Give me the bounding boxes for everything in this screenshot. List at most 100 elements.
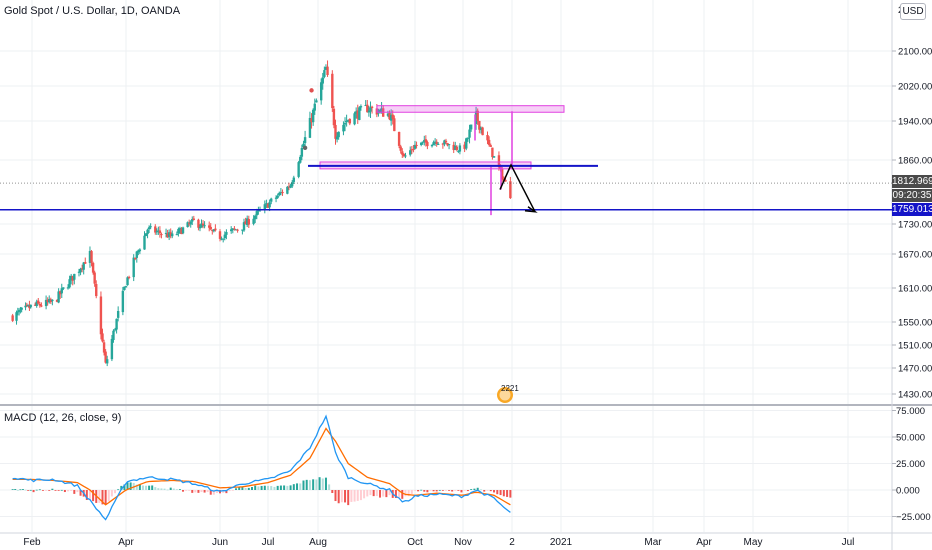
macd-line — [12, 414, 511, 521]
candle-body — [220, 238, 223, 240]
candle-body — [147, 227, 151, 230]
candle-body — [419, 142, 423, 145]
candle-body — [132, 257, 135, 278]
candle — [319, 78, 323, 105]
candle-body — [323, 70, 326, 77]
macd-histogram-bar — [38, 489, 41, 491]
macd-pane — [11, 414, 512, 521]
candle — [435, 139, 438, 147]
candle — [126, 276, 129, 286]
candle — [311, 108, 315, 126]
time-axis-label: Nov — [454, 537, 472, 548]
candle-body — [366, 104, 369, 113]
candle-body — [157, 230, 160, 232]
candle — [177, 227, 180, 237]
candle-body — [244, 221, 247, 225]
candle-body — [455, 146, 459, 150]
candle — [51, 299, 54, 306]
candle-body — [197, 219, 200, 228]
candle-body — [319, 82, 323, 101]
macd-histogram-bar — [457, 490, 460, 491]
candle-body — [24, 305, 27, 308]
candle-body — [164, 232, 168, 234]
macd-histogram-bar — [260, 485, 263, 490]
candle-body — [38, 303, 42, 306]
candle-body — [79, 268, 82, 273]
projection-arrowhead — [524, 206, 538, 213]
candle-body — [343, 123, 347, 125]
macd-histogram-bar — [215, 490, 218, 494]
candle-body — [393, 118, 396, 132]
candle — [62, 287, 65, 291]
candle-body — [11, 315, 14, 321]
candle-body — [167, 232, 171, 237]
candle — [198, 224, 202, 232]
candle-body — [481, 127, 484, 136]
candle — [409, 146, 412, 157]
candle-body — [20, 307, 23, 310]
candle — [95, 280, 98, 299]
candle-body — [437, 143, 440, 145]
candle-body — [171, 233, 174, 237]
candle — [197, 218, 200, 231]
macd-histogram-bar — [499, 490, 502, 496]
macd-histogram-bar — [129, 482, 132, 490]
macd-histogram-bar — [324, 477, 327, 490]
price-axis-label: 2020.000 — [898, 82, 932, 93]
candle-body — [46, 299, 49, 303]
candle-body — [234, 229, 238, 231]
candle — [397, 131, 401, 149]
macd-histogram-bar — [35, 489, 38, 491]
candle-body — [443, 140, 446, 145]
candle — [353, 111, 356, 126]
candle — [158, 226, 162, 238]
candle-body — [93, 272, 96, 284]
macd-histogram-bar — [318, 477, 321, 490]
macd-histogram-bar — [359, 490, 362, 501]
candle — [413, 140, 417, 150]
macd-histogram-bar — [350, 490, 353, 502]
candle — [404, 152, 407, 159]
candle-body — [71, 275, 74, 281]
macd-signal-line — [12, 427, 511, 506]
macd-histogram-bar — [372, 490, 375, 497]
candle — [281, 189, 284, 196]
candle-body — [68, 279, 71, 288]
currency-button[interactable]: USD — [900, 3, 926, 20]
candle-body — [359, 106, 363, 108]
candle-body — [413, 144, 417, 149]
candle-body — [378, 109, 382, 113]
macd-histogram-bar — [148, 485, 151, 490]
macd-histogram-bar — [385, 490, 388, 498]
candle-body — [231, 228, 234, 230]
macd-histogram-bar — [225, 490, 228, 494]
macd-histogram-bar — [296, 483, 299, 490]
candle-body — [297, 162, 300, 177]
candle — [474, 106, 478, 130]
candle-body — [476, 110, 479, 122]
macd-histogram-bar — [145, 485, 148, 490]
macd-histogram-bar — [107, 490, 110, 502]
candle — [469, 124, 473, 132]
candle-body — [370, 106, 374, 108]
macd-histogram-bar — [67, 490, 70, 492]
candle-body — [80, 268, 84, 270]
macd-histogram-bar — [104, 490, 107, 505]
macd-histogram-bar — [117, 489, 120, 491]
candle-body — [82, 262, 85, 270]
candle — [244, 217, 247, 225]
candle-body — [218, 231, 222, 239]
candle-body — [380, 108, 383, 111]
candle — [292, 175, 296, 184]
macd-histogram-bar — [51, 488, 54, 490]
candle — [225, 229, 228, 240]
candle — [437, 142, 440, 145]
candle — [180, 227, 183, 235]
candle-body — [158, 230, 162, 234]
candle — [112, 329, 115, 343]
candle — [289, 183, 292, 189]
candle-body — [242, 222, 246, 231]
candle — [59, 290, 62, 299]
macd-histogram-bar — [222, 490, 225, 493]
